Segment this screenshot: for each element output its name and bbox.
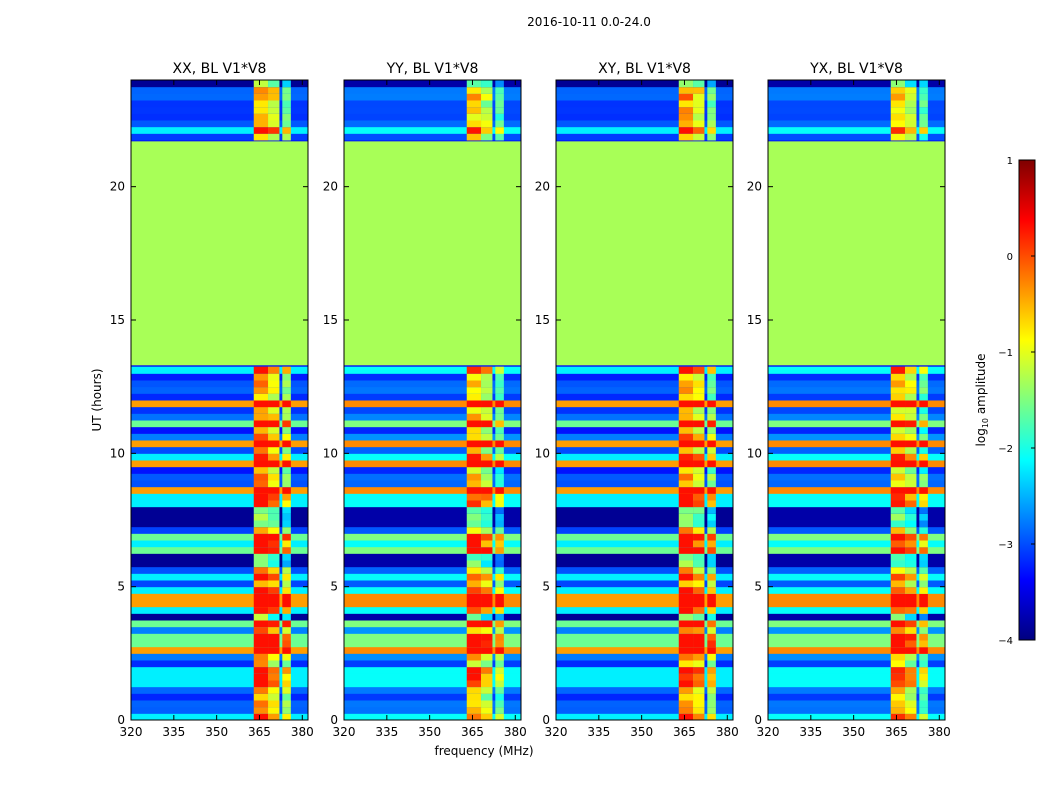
panel-frame [343,79,522,721]
x-tick-label: 380 [928,725,951,739]
y-tick-label: 15 [535,313,550,327]
colorbar-label: log10 amplitude [974,354,990,447]
y-tick-label: 0 [754,713,762,727]
x-tick-label: 335 [799,725,822,739]
colorbar-tick-label: −2 [998,444,1013,455]
y-tick-label: 5 [117,580,125,594]
x-tick-label: 350 [630,725,653,739]
x-tick-label: 335 [375,725,398,739]
y-tick-label: 0 [117,713,125,727]
y-tick-label: 15 [323,313,338,327]
y-tick-label: 0 [542,713,550,727]
y-tick-label: 20 [110,180,125,194]
x-tick-label: 365 [248,725,271,739]
x-tick-label: 320 [545,725,568,739]
panel-frame [130,79,309,721]
x-tick-label: 350 [842,725,865,739]
panel-heatmap-xx [131,80,308,720]
y-tick-label: 10 [110,446,125,460]
panel-frame [555,79,734,721]
figure-suptitle: 2016-10-11 0.0-24.0 [527,15,651,29]
panel-frame [767,79,946,721]
colorbar: −4 −3 −2 −1 0 1 log10 amplitude [974,156,1036,647]
x-tick-label: 380 [716,725,739,739]
x-tick-label: 380 [291,725,314,739]
panel-title: XX, BL V1*V8 [173,61,267,77]
y-tick-label: 5 [542,580,550,594]
x-tick-label: 320 [333,725,356,739]
colorbar-tick-label: −4 [998,636,1013,647]
y-tick-label: 15 [110,313,125,327]
y-tick-label: 20 [535,180,550,194]
colorbar-tick-label: −1 [998,348,1013,359]
y-tick-label: 15 [747,313,762,327]
y-tick-label: 10 [323,446,338,460]
panel-xy: XY, BL V1*V8 320 335 350 365 380 0 5 10 15 20 [535,61,739,739]
colorbar-tick-label: −3 [998,540,1013,551]
x-tick-label: 365 [885,725,908,739]
panel-heatmap-yx [768,80,945,720]
y-tick-label: 10 [535,446,550,460]
x-tick-label: 335 [587,725,610,739]
x-tick-label: 365 [461,725,484,739]
panel-heatmap-xy [556,80,733,720]
panel-title: XY, BL V1*V8 [598,61,691,77]
colorbar-tick-label: 1 [1007,156,1013,167]
y-tick-label: 20 [323,180,338,194]
panel-title: YX, BL V1*V8 [809,61,903,77]
colorbar-ticks: −4 −3 −2 −1 0 1 [998,156,1035,647]
x-tick-label: 320 [757,725,780,739]
x-tick-label: 320 [120,725,143,739]
colorbar-gradient [1018,159,1036,641]
y-tick-label: 5 [754,580,762,594]
x-axis-label: frequency (MHz) [434,744,533,758]
x-tick-label: 350 [418,725,441,739]
y-tick-label: 10 [747,446,762,460]
colorbar-tick-label: 0 [1007,252,1013,263]
panel-heatmap-yy [344,80,521,720]
y-tick-label: 0 [330,713,338,727]
panel-xx: XX, BL V1*V8 320 335 350 365 380 0 5 10 15 20 [110,61,314,739]
x-tick-label: 380 [504,725,527,739]
x-tick-label: 350 [205,725,228,739]
panel-yx: YX, BL V1*V8 320 335 350 365 380 0 5 10 15 20 [747,61,951,739]
y-axis-label: UT (hours) [90,368,104,431]
panel-title: YY, BL V1*V8 [386,61,479,77]
x-tick-label: 365 [673,725,696,739]
y-tick-label: 20 [747,180,762,194]
y-tick-label: 5 [330,580,338,594]
panel-yy: YY, BL V1*V8 320 335 350 365 380 0 5 10 15 20 [323,61,527,739]
x-tick-label: 335 [162,725,185,739]
